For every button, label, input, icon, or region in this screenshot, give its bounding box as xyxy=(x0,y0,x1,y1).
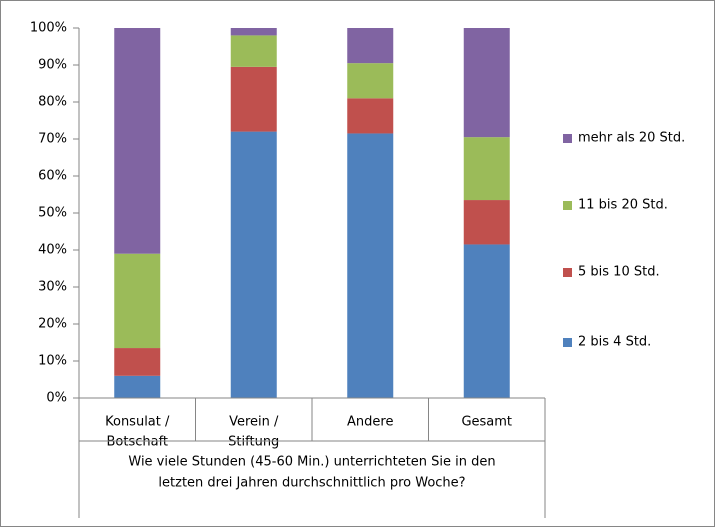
y-tick-label: 60% xyxy=(38,169,67,184)
x-tick-label: Gesamt xyxy=(461,415,512,430)
bar-segment xyxy=(230,131,277,398)
bar-segment xyxy=(230,66,277,132)
y-tick-label: 0% xyxy=(46,391,67,406)
x-axis-label: Wie viele Stunden (45-60 Min.) unterrich… xyxy=(128,455,495,470)
bar-segment xyxy=(463,137,510,201)
bar-segment xyxy=(114,28,161,254)
bar-segment xyxy=(347,63,394,99)
x-axis-label: letzten drei Jahren durchschnittlich pro… xyxy=(158,476,465,491)
bar-segment xyxy=(463,244,510,398)
x-tick-label: Konsulat / xyxy=(105,415,170,430)
bar-segment xyxy=(230,28,277,36)
bar-segment xyxy=(347,28,394,64)
bar-segment xyxy=(463,200,510,245)
y-tick-label: 70% xyxy=(38,132,67,147)
legend-label: 11 bis 20 Std. xyxy=(578,198,668,213)
legend-label: mehr als 20 Std. xyxy=(578,131,685,146)
bar-segment xyxy=(114,253,161,349)
x-tick-label: Botschaft xyxy=(106,435,168,450)
bar-segment xyxy=(114,348,161,376)
x-tick-label: Stiftung xyxy=(228,435,279,450)
bar-segment xyxy=(114,375,161,398)
y-tick-label: 100% xyxy=(30,21,67,36)
y-tick-label: 30% xyxy=(38,280,67,295)
bar-segment xyxy=(347,98,394,134)
legend-swatch xyxy=(563,268,572,277)
y-tick-label: 50% xyxy=(38,206,67,221)
x-tick-label: Andere xyxy=(347,415,393,430)
bar-segment xyxy=(230,35,277,67)
bar-segment xyxy=(463,28,510,138)
bar-segment xyxy=(347,133,394,398)
y-tick-label: 90% xyxy=(38,58,67,73)
legend-swatch xyxy=(563,134,572,143)
legend-swatch xyxy=(563,201,572,210)
y-tick-label: 80% xyxy=(38,95,67,110)
y-tick-label: 40% xyxy=(38,243,67,258)
legend-swatch xyxy=(563,338,572,347)
y-tick-label: 20% xyxy=(38,317,67,332)
y-tick-label: 10% xyxy=(38,354,67,369)
x-tick-label: Verein / xyxy=(229,415,279,430)
legend-label: 5 bis 10 Std. xyxy=(578,265,660,280)
legend-label: 2 bis 4 Std. xyxy=(578,335,651,350)
